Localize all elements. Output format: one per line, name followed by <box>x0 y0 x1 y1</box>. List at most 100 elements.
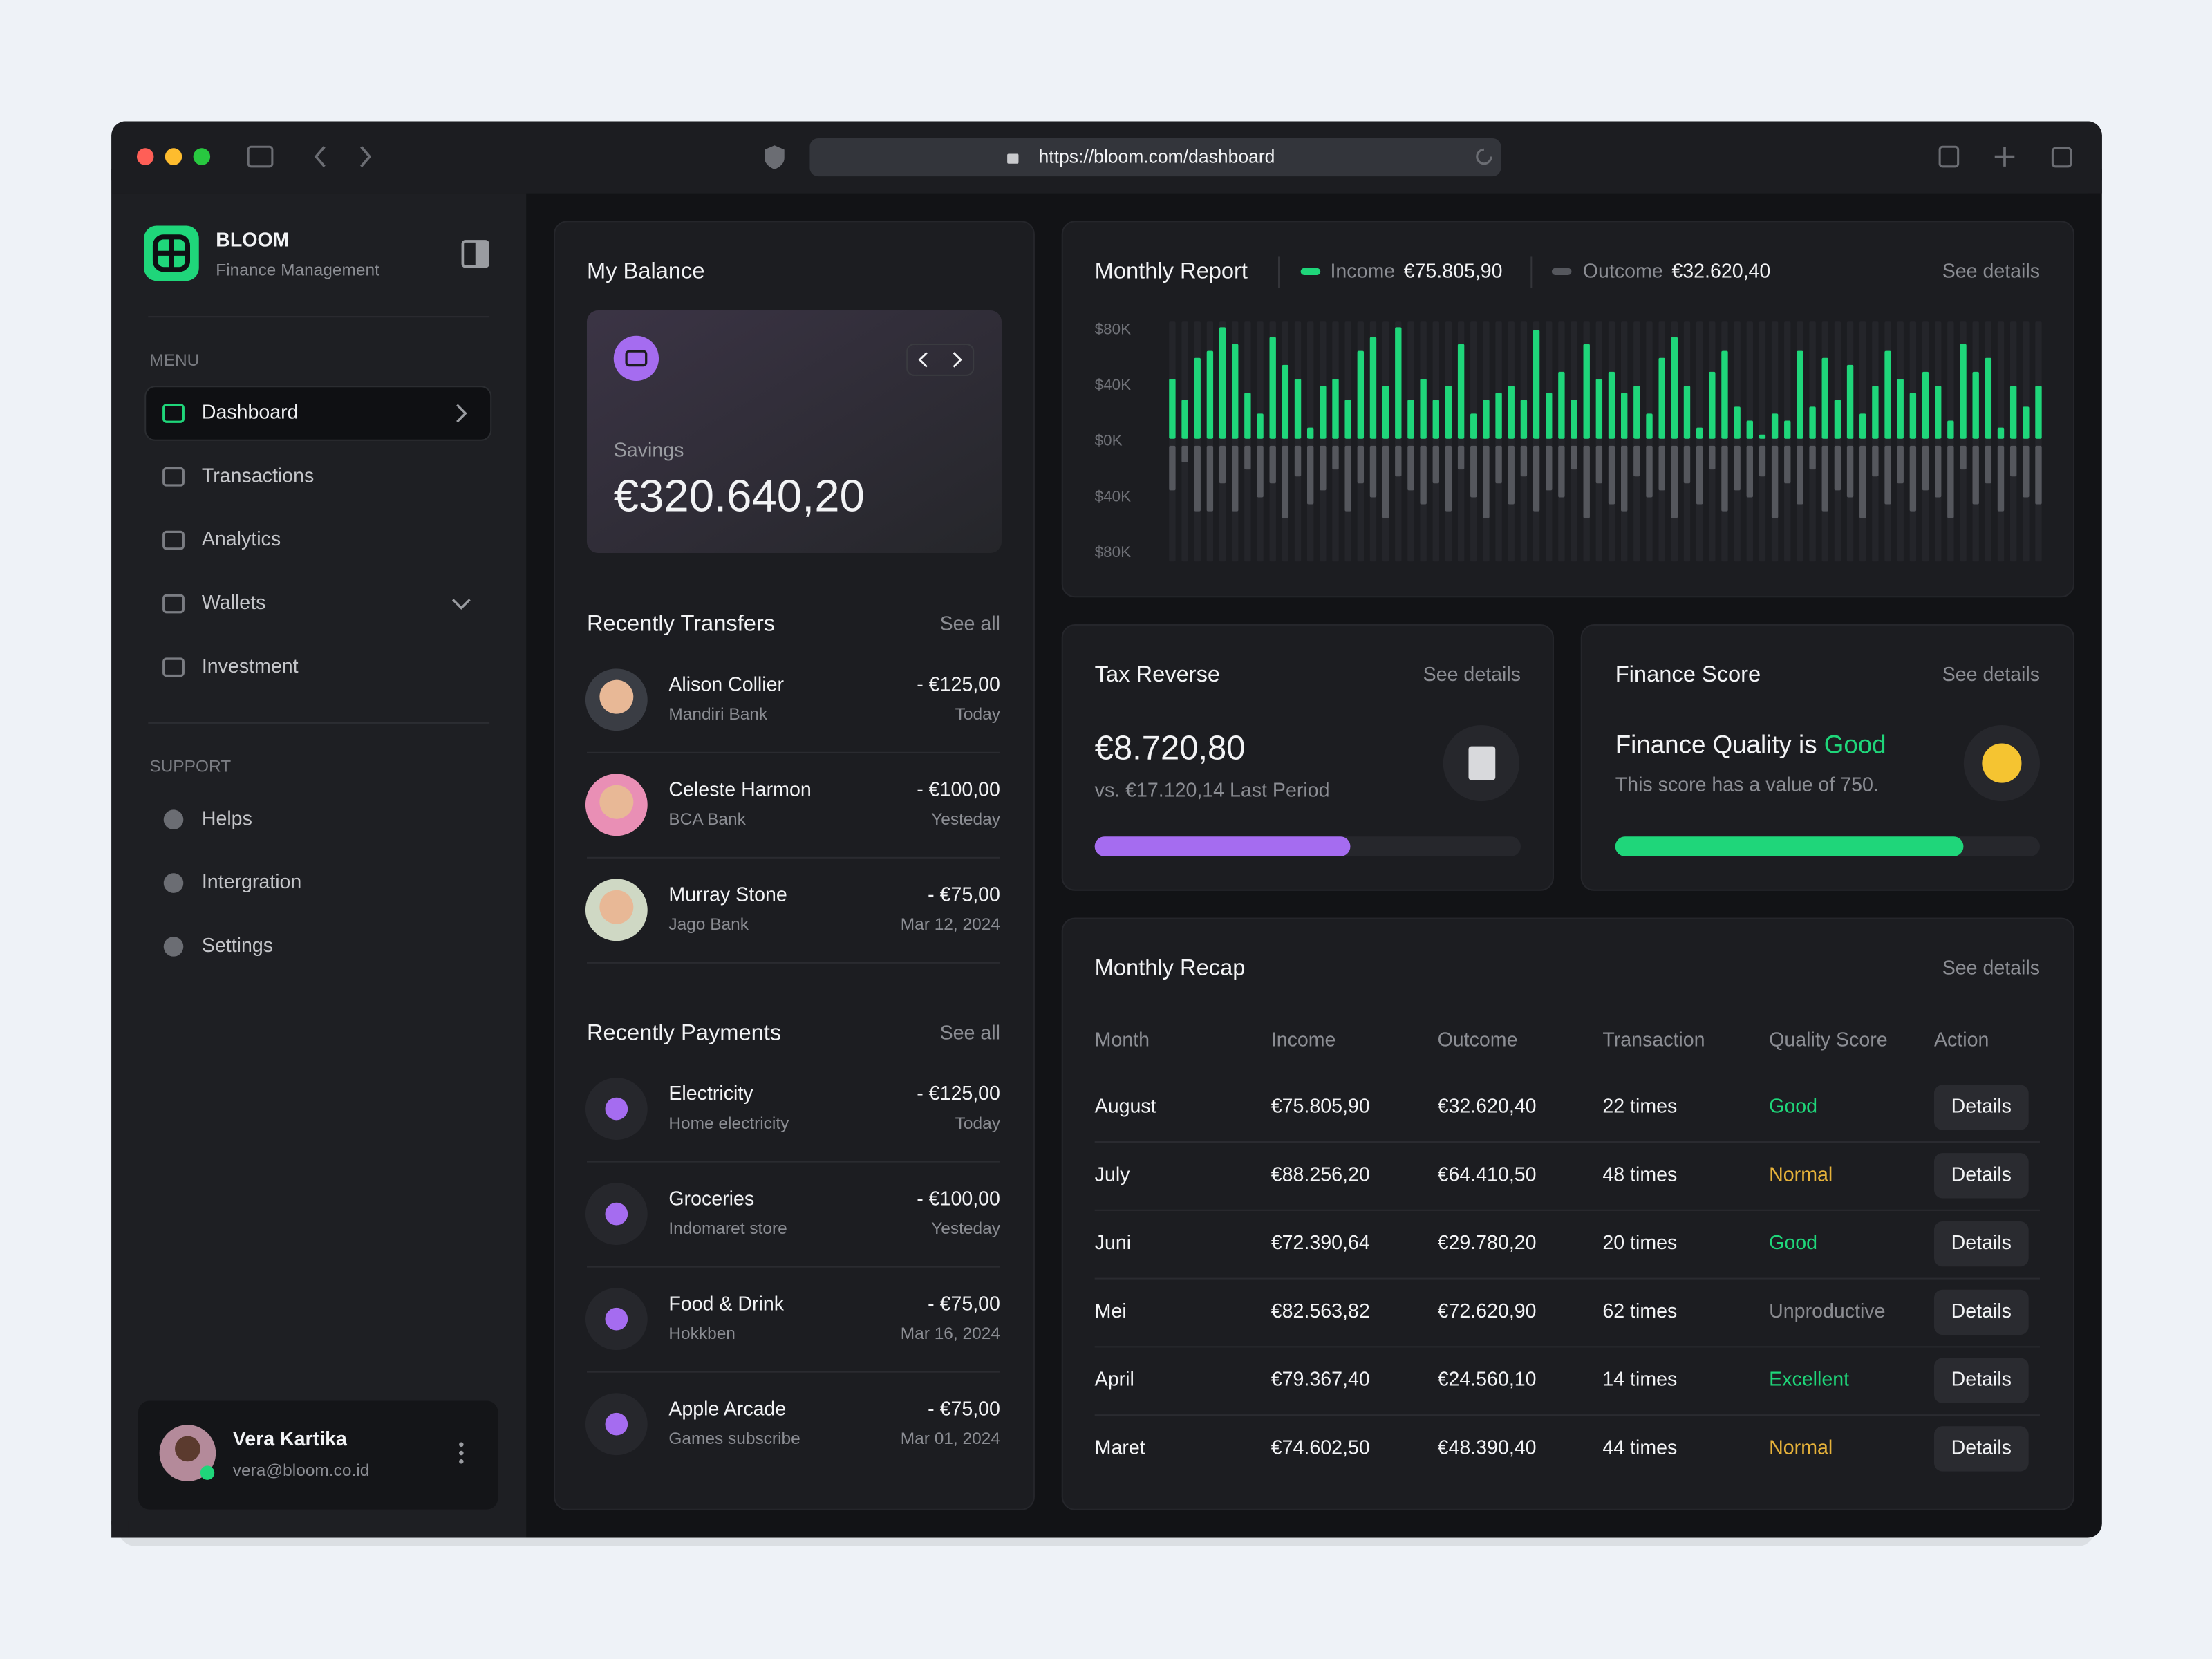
bar <box>1571 400 1577 439</box>
bar <box>1620 445 1628 512</box>
bar <box>1483 445 1490 518</box>
bar-track <box>1633 321 1640 562</box>
bar <box>1759 445 1766 477</box>
back-icon[interactable] <box>314 146 326 168</box>
bar <box>1344 445 1351 512</box>
legend-total: €75.805,90 <box>1404 260 1503 282</box>
forward-icon[interactable] <box>360 146 372 168</box>
menu-item[interactable]: Wallets <box>202 592 266 614</box>
see-all[interactable]: See all <box>940 1022 1000 1044</box>
window-corner <box>111 1521 129 1538</box>
bar <box>1809 445 1816 470</box>
item-sub: Hokkben <box>668 1324 735 1343</box>
see-all[interactable]: See all <box>940 613 1000 635</box>
card-nav <box>906 343 975 376</box>
card-next[interactable] <box>953 352 962 368</box>
balance-label: Savings <box>614 440 684 462</box>
new-tab-icon[interactable] <box>1994 147 2015 167</box>
user-card <box>138 1400 498 1510</box>
see-details[interactable]: See details <box>1423 664 1521 686</box>
details-button-label[interactable]: Details <box>1951 1096 2012 1118</box>
bar <box>1332 445 1339 470</box>
y-tick-label: $40K <box>1095 376 1131 393</box>
bar <box>2009 386 2017 439</box>
bar <box>1784 420 1791 439</box>
menu-icon <box>162 530 185 550</box>
divider <box>1530 256 1533 288</box>
bar <box>1784 445 1791 484</box>
bar <box>1294 379 1302 439</box>
see-details[interactable]: See details <box>1942 260 2040 282</box>
chart-title: Monthly Report <box>1095 258 1248 283</box>
brand: BLOOM <box>216 229 289 252</box>
bar-track <box>1872 321 1879 562</box>
divider <box>586 962 1000 964</box>
bar <box>1495 445 1502 484</box>
bar <box>1194 445 1201 512</box>
item-sub: Home electricity <box>668 1114 789 1133</box>
bar <box>1282 364 1289 439</box>
lock-icon <box>1007 153 1019 164</box>
section-title: Recently Payments <box>587 1020 781 1045</box>
bar-track <box>1382 321 1389 562</box>
menu-item[interactable]: Dashboard <box>202 402 299 424</box>
bar <box>1320 445 1327 491</box>
bar <box>1395 445 1402 477</box>
bar <box>1306 445 1314 505</box>
menu-item[interactable]: Transactions <box>202 465 314 487</box>
details-button-label[interactable]: Details <box>1951 1163 2012 1185</box>
bar <box>1219 327 1226 439</box>
bar <box>1558 371 1565 439</box>
reload-icon <box>1476 148 1492 165</box>
menu-item[interactable]: Helps <box>202 807 252 830</box>
bar-track <box>1495 321 1502 562</box>
card-prev[interactable] <box>918 352 928 368</box>
tabs-icon <box>2051 147 2072 168</box>
bar-track <box>1834 321 1841 562</box>
bar <box>1797 445 1803 505</box>
bar <box>1432 400 1439 439</box>
bar <box>1169 445 1176 491</box>
bar <box>1734 445 1741 491</box>
tax-amount: €8.720,80 <box>1095 730 1246 767</box>
bar-track <box>1759 321 1766 562</box>
details-button-label[interactable]: Details <box>1951 1300 2012 1322</box>
bar <box>1897 445 1904 484</box>
divider <box>148 316 490 318</box>
bar <box>1269 445 1276 484</box>
bar <box>1797 350 1803 439</box>
bar-track <box>1658 321 1665 562</box>
bar-track <box>1709 321 1716 562</box>
table-cell: Unproductive <box>1769 1300 1885 1322</box>
bar <box>1759 434 1766 439</box>
menu-item[interactable]: Analytics <box>202 528 281 550</box>
url: https://bloom.com/dashboard <box>1038 147 1275 167</box>
details-button-label[interactable]: Details <box>1951 1232 2012 1254</box>
bar <box>1595 445 1603 484</box>
menu-item[interactable]: Investment <box>202 655 299 677</box>
bar <box>1357 350 1365 439</box>
traffic-light <box>193 148 211 165</box>
section-label: SUPPORT <box>149 758 231 776</box>
bar <box>1909 445 1917 512</box>
table-cell: August <box>1095 1096 1156 1118</box>
bar <box>1583 344 1590 439</box>
table-cell: Good <box>1769 1096 1817 1118</box>
url-bar <box>809 138 1501 177</box>
details-button <box>1933 1085 2029 1130</box>
see-details[interactable]: See details <box>1942 957 2040 980</box>
bar-track <box>1407 321 1414 562</box>
details-button-label[interactable]: Details <box>1951 1436 2012 1459</box>
menu-item[interactable]: Intergration <box>202 871 302 893</box>
menu-item[interactable]: Settings <box>202 935 273 957</box>
bar-track <box>1620 321 1628 562</box>
see-details[interactable]: See details <box>1942 664 2040 686</box>
bar <box>1407 445 1414 491</box>
table-cell: €32.620,40 <box>1438 1096 1537 1118</box>
section-title: Recently Transfers <box>587 610 775 636</box>
bar <box>2035 445 2042 505</box>
menu-icon <box>162 467 185 487</box>
bar <box>1357 445 1365 484</box>
table-cell: 22 times <box>1602 1096 1677 1118</box>
details-button-label[interactable]: Details <box>1951 1369 2012 1391</box>
